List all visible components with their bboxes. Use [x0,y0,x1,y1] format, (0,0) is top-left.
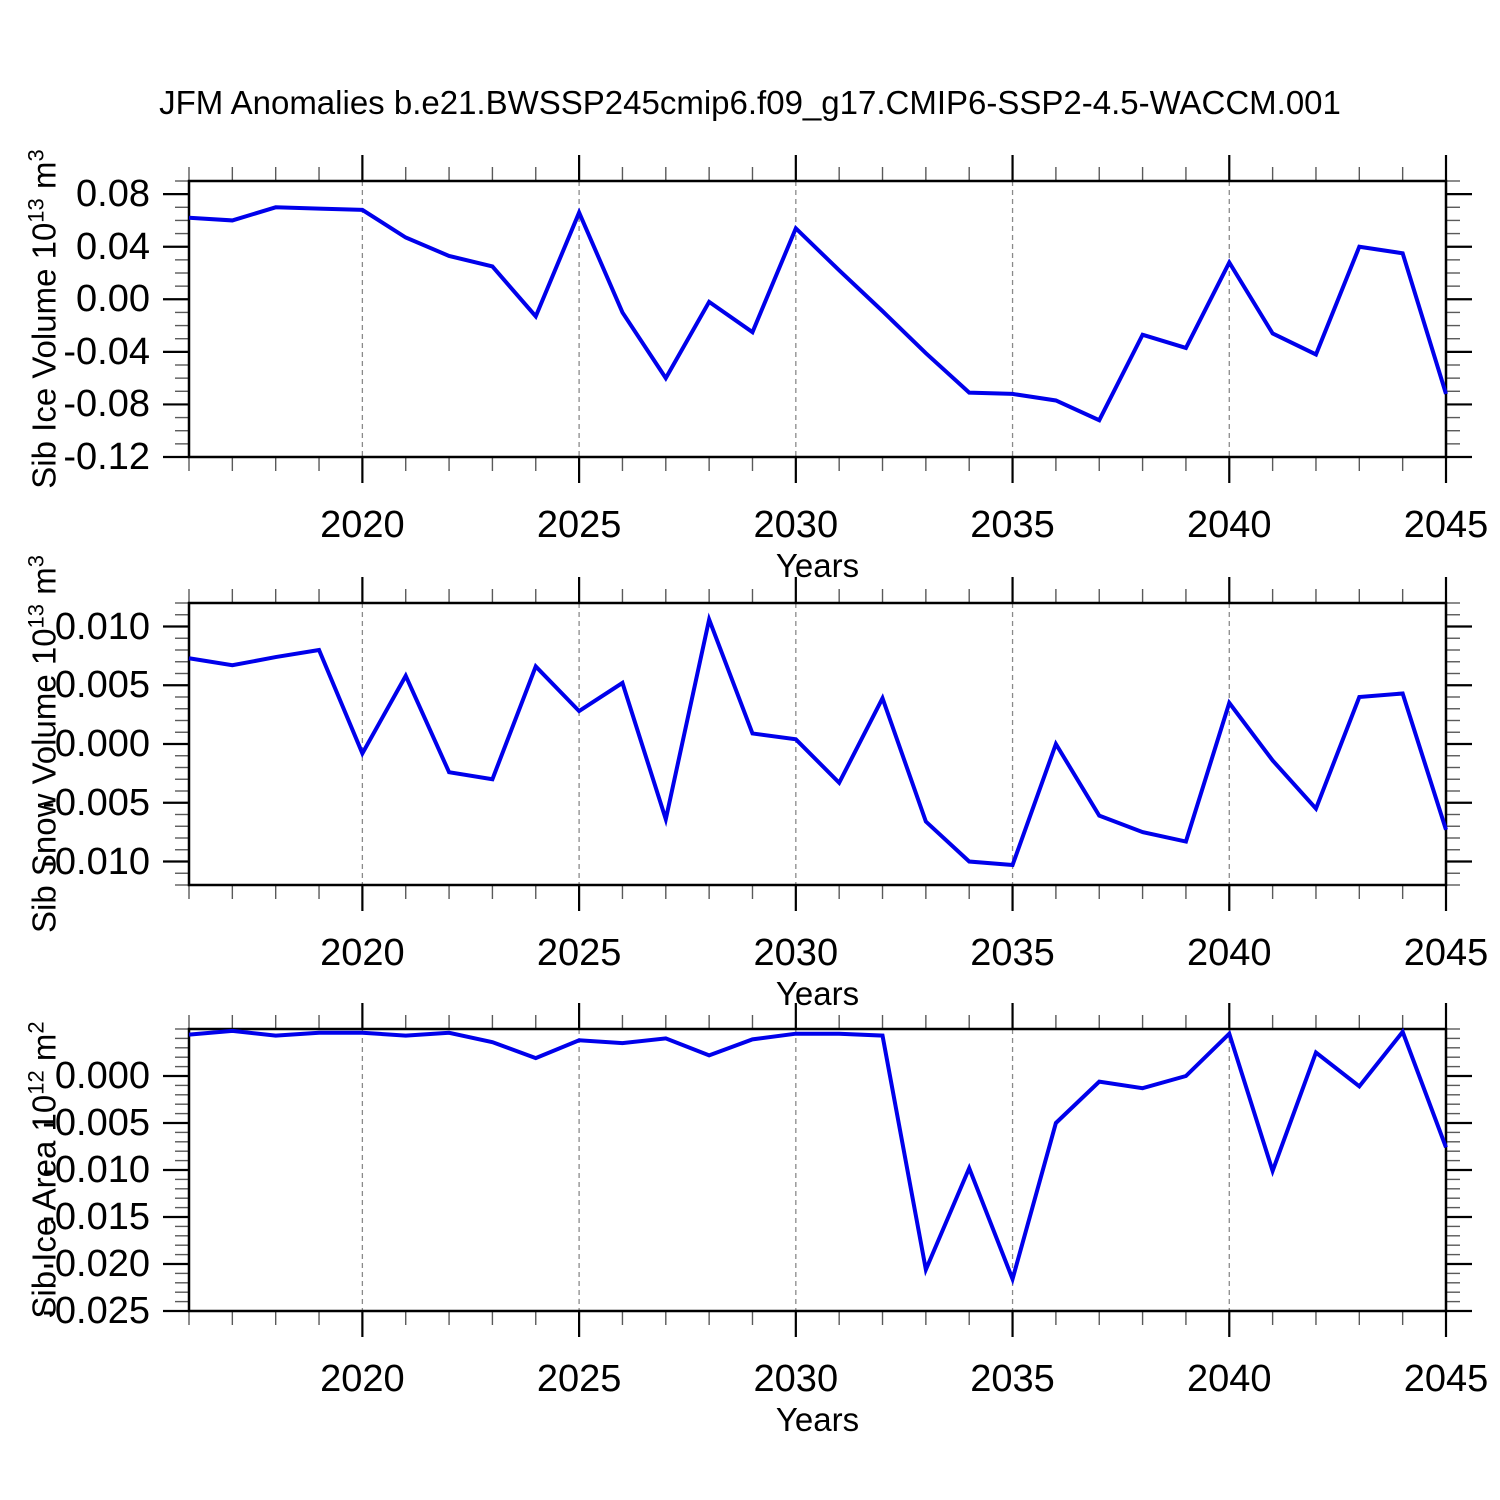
x-axis-title: Years [775,547,860,584]
x-tick-label: 2030 [753,932,839,974]
y-tick-label: -0.005 [42,781,150,824]
x-tick-label: 2045 [1403,932,1489,974]
y-tick-label: -0.025 [42,1290,150,1332]
x-tick-label: 2025 [536,932,622,974]
y-tick-label: -0.010 [42,840,150,883]
y-tick-label: 0.000 [54,1055,150,1097]
y-axis-title-sib-ice-area: Sib Ice Area 1012 m2 [23,1021,63,1319]
y-tick-label: 0.08 [76,173,150,216]
y-tick-label: -0.04 [63,330,150,373]
x-tick-label: 2035 [970,932,1055,974]
y-tick-label: -0.005 [42,1102,150,1144]
x-axis-title: Years [775,975,860,1012]
data-line-sib-snow-volume [188,612,1448,868]
x-tick-label: 2040 [1186,932,1272,974]
y-axis-title-sib-ice-volume: Sib Ice Volume 1013 m3 [23,149,63,489]
panel-border-sib-ice-area [187,1027,1448,1313]
panel-border-sib-ice-volume [187,179,1448,459]
x-tick-label: 2045 [1403,504,1489,546]
y-tick-label: -0.020 [42,1243,150,1285]
panel-border-sib-snow-volume [187,601,1448,887]
x-tick-label: 2040 [1186,504,1272,546]
x-tick-label: 2030 [753,1358,839,1400]
x-tick-label: 2035 [970,504,1055,546]
x-tick-label: 2020 [320,504,405,546]
data-line-sib-ice-volume [188,205,1448,423]
y-tick-label: -0.015 [42,1196,150,1238]
y-tick-label: 0.00 [76,278,150,321]
y-tick-label: 0.04 [76,225,150,268]
y-tick-label: -0.08 [63,383,150,426]
y-tick-label: -0.010 [42,1149,150,1191]
y-tick-label: 0.005 [54,664,150,707]
y-tick-label: 0.000 [54,723,150,765]
x-axis-title: Years [775,1401,860,1438]
x-tick-label: 2045 [1403,1358,1489,1400]
x-tick-label: 2040 [1186,1358,1272,1400]
data-line-sib-ice-area [188,1027,1448,1286]
x-tick-label: 2020 [320,1358,405,1400]
x-tick-label: 2035 [970,1358,1055,1400]
y-tick-label: 0.010 [54,605,150,648]
x-tick-label: 2025 [536,1358,622,1400]
y-tick-label: -0.12 [63,436,150,478]
x-tick-label: 2025 [536,504,622,546]
chart-title: JFM Anomalies b.e21.BWSSP245cmip6.f09_g1… [159,84,1341,121]
y-axis-title-sib-snow-volume: Sib Snow Volume 1013 m3 [23,555,63,933]
x-tick-label: 2030 [753,504,839,546]
x-tick-label: 2020 [320,932,405,974]
